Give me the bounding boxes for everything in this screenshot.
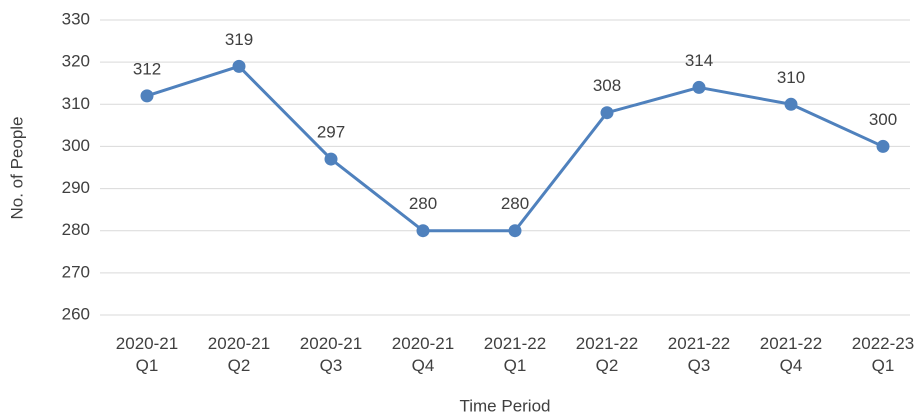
data-label: 280 — [409, 194, 437, 213]
y-tick-label: 320 — [62, 52, 90, 71]
data-point — [416, 224, 430, 238]
data-label: 308 — [593, 76, 621, 95]
x-tick-label: 2021-22 Q1 — [483, 334, 547, 375]
x-tick-label: 2021-22 Q2 — [575, 334, 639, 375]
data-label: 297 — [317, 123, 345, 142]
y-tick-label: 280 — [62, 220, 90, 239]
y-tick-label: 300 — [62, 136, 90, 155]
data-label: 319 — [225, 30, 253, 49]
y-tick-label: 310 — [62, 94, 90, 113]
x-tick-label: 2021-22 Q4 — [759, 334, 823, 375]
y-tick-label: 330 — [62, 9, 90, 28]
data-point — [140, 89, 154, 103]
x-tick-label: 2020-21 Q4 — [391, 334, 455, 375]
data-label: 314 — [685, 51, 713, 70]
data-point — [508, 224, 522, 238]
x-axis-title: Time Period — [459, 396, 550, 415]
x-tick-label: 2022-23 Q1 — [851, 334, 915, 375]
data-label: 280 — [501, 194, 529, 213]
data-point — [876, 139, 890, 153]
data-label: 300 — [869, 110, 897, 129]
data-label: 310 — [777, 68, 805, 87]
data-point — [692, 80, 706, 94]
x-tick-label: 2020-21 Q2 — [207, 334, 271, 375]
y-tick-label: 260 — [62, 304, 90, 323]
data-label: 312 — [133, 59, 161, 78]
y-axis-title: No. of People — [7, 116, 26, 219]
data-point — [784, 97, 798, 111]
data-point — [600, 106, 614, 120]
y-tick-label: 290 — [62, 178, 90, 197]
data-point — [232, 59, 246, 73]
y-tick-label: 270 — [62, 262, 90, 281]
x-tick-label: 2021-22 Q3 — [667, 334, 731, 375]
x-tick-label: 2020-21 Q1 — [115, 334, 179, 375]
data-point — [324, 152, 338, 166]
x-tick-label: 2020-21 Q3 — [299, 334, 363, 375]
